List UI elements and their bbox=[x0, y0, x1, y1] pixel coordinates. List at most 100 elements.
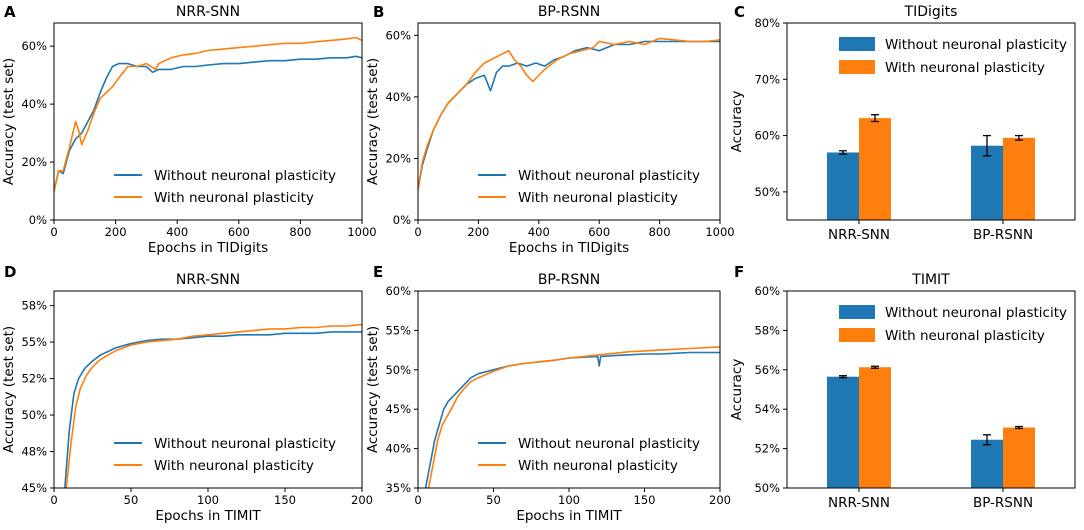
y-tick-label: 48% bbox=[21, 445, 47, 459]
y-tick-label: 60% bbox=[754, 284, 780, 298]
panel-title: NRR-SNN bbox=[176, 4, 240, 20]
panel-letter: C bbox=[734, 3, 745, 21]
y-tick-label: 50% bbox=[385, 363, 411, 377]
legend-label: With neuronal plasticity bbox=[154, 190, 314, 206]
y-axis-label: Accuracy (test set) bbox=[1, 326, 17, 453]
panel-title: TIDigits bbox=[904, 4, 958, 20]
x-tick-label: 200 bbox=[105, 225, 127, 239]
y-tick-label: 50% bbox=[754, 185, 780, 199]
x-tick-label: 200 bbox=[709, 493, 731, 507]
y-tick-label: 45% bbox=[385, 402, 411, 416]
x-tick-label: 0 bbox=[414, 493, 421, 507]
y-tick-label: 55% bbox=[21, 335, 47, 349]
y-tick-label: 55% bbox=[385, 323, 411, 337]
panel-title: TIMIT bbox=[911, 272, 950, 288]
y-tick-label: 80% bbox=[754, 16, 780, 30]
y-tick-label: 52% bbox=[21, 372, 47, 386]
panel-f: F TIMIT 50% 52% 54% 56% 58% 60% Accuracy NRR-SNN B… bbox=[729, 263, 1076, 511]
y-tick-label: 40% bbox=[385, 442, 411, 456]
x-tick-label: 150 bbox=[274, 493, 296, 507]
x-tick-label: 0 bbox=[414, 225, 421, 239]
panel-b: B BP-RSNN 0% 20% 40% 60% Accuracy (test set) 0 2… bbox=[365, 3, 735, 256]
x-tick-label: 200 bbox=[467, 225, 489, 239]
legend-label: With neuronal plasticity bbox=[518, 458, 678, 474]
legend-swatch bbox=[839, 60, 875, 74]
y-axis-label: Accuracy (test set) bbox=[365, 326, 381, 453]
series-group bbox=[64, 323, 362, 488]
legend-swatch bbox=[839, 328, 875, 342]
legend-swatch bbox=[839, 37, 875, 51]
plot-frame bbox=[417, 290, 721, 489]
panel-title: NRR-SNN bbox=[176, 272, 240, 288]
panel-e: E BP-RSNN 35% 40% 45% 50% 55% 60% Accuracy (test… bbox=[365, 263, 731, 524]
x-tick-label: 600 bbox=[228, 225, 250, 239]
series-line-with-plasticity bbox=[65, 323, 362, 488]
x-tick-label: 50 bbox=[486, 493, 501, 507]
y-tick-label: 50% bbox=[754, 481, 780, 495]
panel-title: BP-RSNN bbox=[538, 272, 600, 288]
x-axis-label: Epochs in TIMIT bbox=[516, 508, 622, 524]
x-tick-label: 600 bbox=[588, 225, 610, 239]
legend-label: Without neuronal plasticity bbox=[518, 168, 700, 184]
legend-label: Without neuronal plasticity bbox=[885, 37, 1067, 53]
x-tick-label: 400 bbox=[528, 225, 550, 239]
bar-with-plasticity bbox=[859, 118, 891, 220]
y-tick-label: 60% bbox=[21, 39, 47, 53]
x-tick-label: 800 bbox=[289, 225, 311, 239]
series-group bbox=[54, 36, 362, 192]
x-axis-label: Epochs in TIDigits bbox=[148, 240, 268, 256]
y-tick-label: 45% bbox=[21, 481, 47, 495]
series-line-without-plasticity bbox=[54, 55, 362, 192]
y-tick-label: 50% bbox=[21, 408, 47, 422]
x-tick-label: 50 bbox=[124, 493, 139, 507]
legend-label: Without neuronal plasticity bbox=[518, 436, 700, 452]
legend-label: With neuronal plasticity bbox=[518, 190, 678, 206]
legend-swatch bbox=[839, 305, 875, 319]
panel-letter: B bbox=[373, 3, 384, 21]
y-axis-label: Accuracy bbox=[729, 91, 745, 153]
category-label: BP-RSNN bbox=[973, 227, 1033, 243]
y-tick-label: 58% bbox=[21, 299, 47, 313]
y-tick-label: 70% bbox=[754, 72, 780, 86]
x-tick-label: 100 bbox=[558, 493, 580, 507]
plot-frame bbox=[53, 290, 363, 489]
y-tick-label: 40% bbox=[385, 90, 411, 104]
series-line-with-plasticity bbox=[427, 346, 720, 488]
y-tick-label: 60% bbox=[754, 129, 780, 143]
y-tick-label: 20% bbox=[21, 155, 47, 169]
y-tick-label: 20% bbox=[385, 151, 411, 165]
y-tick-label: 58% bbox=[754, 323, 780, 337]
legend-label: With neuronal plasticity bbox=[885, 60, 1045, 76]
y-tick-label: 0% bbox=[393, 213, 411, 227]
x-tick-label: 400 bbox=[166, 225, 188, 239]
x-axis-label: Epochs in TIMIT bbox=[155, 508, 261, 524]
y-tick-label: 40% bbox=[21, 97, 47, 111]
x-tick-label: 100 bbox=[197, 493, 219, 507]
legend-label: With neuronal plasticity bbox=[885, 328, 1045, 344]
category-label: BP-RSNN bbox=[973, 495, 1033, 511]
series-line-with-plasticity bbox=[418, 37, 720, 190]
x-tick-label: 150 bbox=[634, 493, 656, 507]
x-tick-label: 0 bbox=[50, 493, 57, 507]
plot-frame bbox=[786, 22, 1076, 221]
legend-label: Without neuronal plasticity bbox=[154, 436, 336, 452]
y-axis-label: Accuracy (test set) bbox=[1, 58, 17, 185]
y-tick-label: 54% bbox=[754, 402, 780, 416]
panel-letter: F bbox=[734, 263, 744, 281]
x-axis-label: Epochs in TIDigits bbox=[509, 240, 629, 256]
panel-c: C TIDigits 50% 60% 70% 80% Accuracy NRR-SNN BP-R… bbox=[729, 3, 1076, 243]
plot-frame bbox=[417, 22, 721, 221]
bar-without-plasticity bbox=[971, 439, 1003, 488]
category-label: NRR-SNN bbox=[828, 495, 890, 511]
bar-with-plasticity bbox=[1003, 137, 1035, 220]
bar-without-plasticity bbox=[827, 152, 859, 220]
panel-d: D NRR-SNN 45% 48% 50% 52% 55% 58% Accuracy (test… bbox=[1, 263, 373, 524]
series-group bbox=[424, 346, 720, 488]
x-tick-label: 800 bbox=[649, 225, 671, 239]
bar-with-plasticity bbox=[859, 367, 891, 488]
panel-a: A NRR-SNN 0% 20% 40% 60% Accuracy (test set) 0 2… bbox=[1, 3, 377, 256]
legend-label: With neuronal plasticity bbox=[154, 458, 314, 474]
category-label: NRR-SNN bbox=[828, 227, 890, 243]
y-tick-label: 35% bbox=[385, 481, 411, 495]
